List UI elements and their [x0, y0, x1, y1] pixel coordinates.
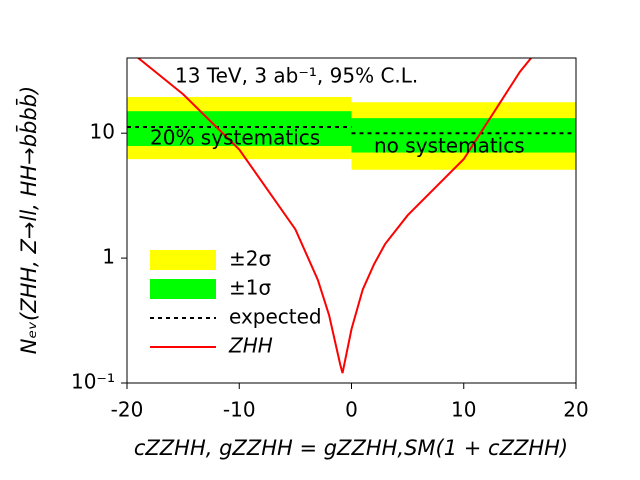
x-tick-label: -10: [223, 398, 256, 422]
y-tick-label: 1: [102, 245, 115, 269]
x-tick-label: 0: [345, 398, 358, 422]
band: [127, 111, 352, 146]
plot-area: [121, 57, 577, 389]
band: [351, 118, 576, 153]
y-tick-label: 10: [90, 120, 115, 144]
region-label: 20% systematics: [150, 126, 320, 150]
legend-label: ±2σ: [229, 247, 271, 271]
region-label: no systematics: [374, 134, 525, 158]
legend-label: ZHH: [228, 334, 273, 358]
x-tick-label: 10: [451, 398, 476, 422]
x-axis-label: cZZHH, gZZHH = gZZHH,SM(1 + cZZHH): [134, 436, 568, 460]
legend-label: expected: [229, 305, 322, 329]
curve: [137, 58, 532, 374]
legend-swatch: [150, 250, 216, 270]
x-tick-label: 20: [563, 398, 588, 422]
x-tick-label: -20: [111, 398, 144, 422]
y-axis-label: Nₑᵥ(ZHH, Z→ll, HH→bb̄bb̄): [16, 86, 41, 354]
legend-label: ±1σ: [229, 276, 271, 300]
annotation: 13 TeV, 3 ab⁻¹, 95% C.L.: [175, 64, 418, 88]
legend-swatch: [150, 279, 216, 299]
y-tick-label: 10⁻¹: [71, 370, 115, 394]
